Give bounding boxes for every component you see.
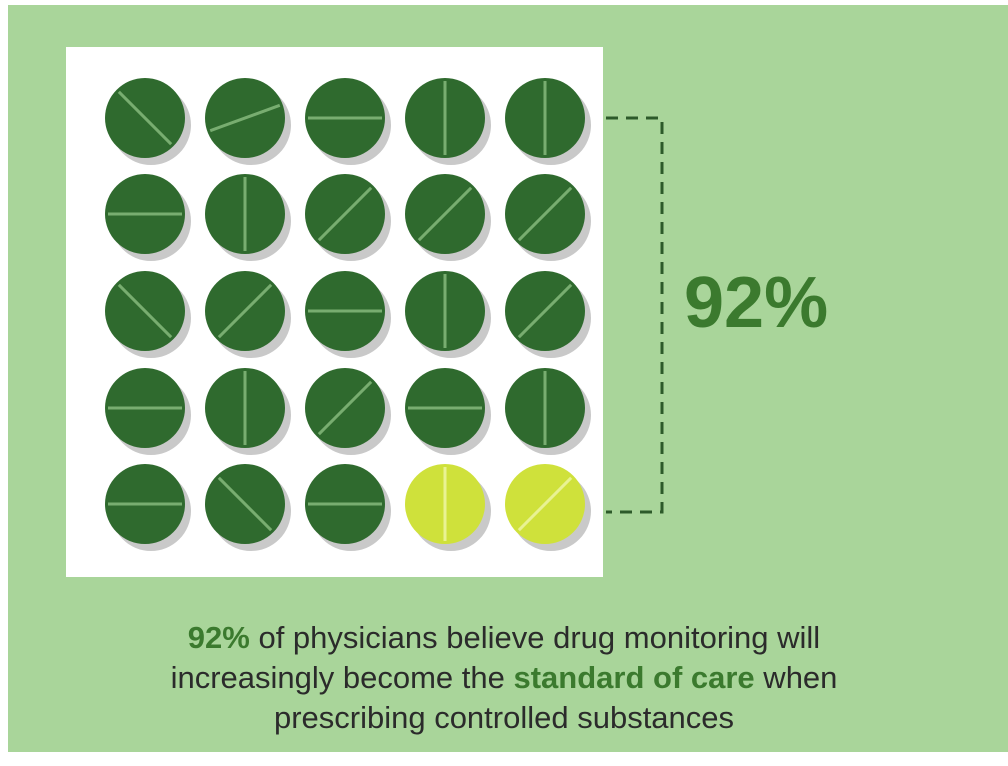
caption-highlight: standard of care	[513, 660, 754, 695]
bracket	[606, 118, 662, 512]
side-label: 92%	[684, 262, 828, 344]
caption-text: of physicians believe drug monitoring wi…	[250, 620, 820, 655]
caption: 92% of physicians believe drug monitorin…	[0, 618, 1008, 738]
page: 92% 92% of physicians believe drug monit…	[0, 0, 1008, 766]
caption-text: when	[755, 660, 838, 695]
caption-text: increasingly become the	[171, 660, 514, 695]
caption-text: prescribing controlled substances	[274, 700, 734, 735]
caption-highlight: 92%	[188, 620, 250, 655]
